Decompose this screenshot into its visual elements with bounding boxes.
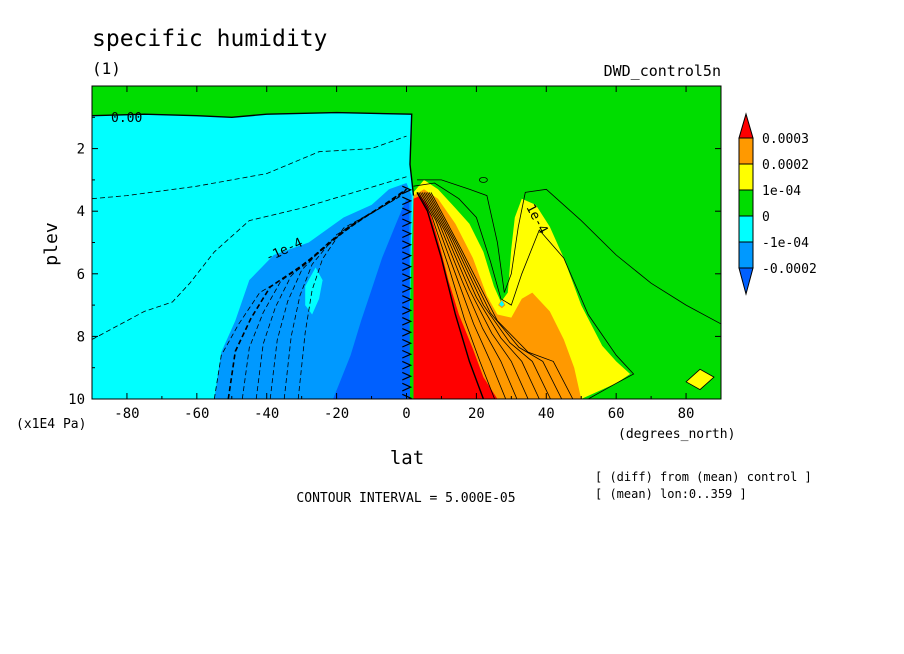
x-tick-label: 40 [538,406,555,422]
colorbar-box [738,215,754,243]
colorbar-label: -1e-04 [762,236,809,251]
colorbar-label: 0.0002 [762,158,809,173]
contour-equator [402,273,413,282]
colorbar-label: 0 [762,210,770,225]
x-tick-label: 60 [608,406,625,422]
contour-equator [402,240,413,249]
contour-equator [402,196,413,206]
colorbar-box [738,137,754,165]
contour-equator [402,382,413,392]
contour-equator [402,262,413,271]
colorbar-label: 0.0003 [762,132,809,147]
contour-zero [92,111,415,196]
experiment-name: DWD_control5n [604,62,721,80]
panel-label: (1) [92,59,121,78]
contour-positive [427,192,551,399]
x-tick-label: 80 [678,406,695,422]
x-tick-label: -20 [324,406,349,422]
chart-title: specific humidity [92,26,327,52]
contour-interval: CONTOUR INTERVAL = 5.000E-05 [296,491,515,506]
contour-positive [421,192,518,399]
colorbar-box [738,189,754,217]
colorbar-box [738,163,754,191]
colorbar-top-triangle [738,112,754,139]
contour-positive [430,192,574,399]
colorbar-label: 1e-04 [762,184,801,199]
contour-positive [420,192,507,399]
contour-positive [428,192,563,399]
contour-equator [402,349,413,359]
contour-equator [402,371,413,381]
contour-small-loop [685,368,715,391]
contour-equator [402,251,413,260]
y-axis-units: (x1E4 Pa) [16,417,86,432]
contour-positive [418,192,495,399]
y-tick-label: 6 [77,267,85,283]
y-axis-label: plev [41,222,62,265]
contour-positive-outer [413,182,635,399]
note-diff: [ (diff) from (mean) control ] [595,470,812,484]
x-axis-units: (degrees_north) [618,427,735,442]
contour-negative-outer [92,135,407,200]
colorbar-bottom-triangle [738,267,754,296]
region-strong-negative [333,198,410,399]
region-weak-negative [499,300,505,307]
contour-negative [227,188,407,399]
colorbar-label: -0.0002 [762,262,817,277]
contour-positive-outer [417,179,721,325]
x-tick-label: 20 [468,406,485,422]
contour-label-zero: 0.00 [111,111,142,126]
x-tick-label: -60 [184,406,209,422]
contour-equator [402,328,413,337]
contour-negative [297,189,407,399]
contour-positive [425,192,540,399]
x-axis-label: lat [390,447,424,469]
contour-equator [402,295,413,304]
contour-equator [402,185,413,195]
contour-equator [402,338,413,348]
contour-equator [402,393,413,399]
contour-equator [402,284,413,293]
x-tick-label: 0 [402,406,410,422]
x-tick-label: -80 [114,406,139,422]
x-tick-label: -40 [254,406,279,422]
contour-equator [402,360,413,370]
contour-equator [402,207,413,217]
contour-small-loop [478,176,488,183]
contour-positive [423,192,529,399]
contour-negative-outer [92,176,407,340]
contour-equator [402,229,413,239]
plot-area: 0.00-1e-41e-4 [92,86,721,399]
colorbar-box [738,241,754,269]
y-tick-label: 4 [77,204,85,220]
note-mean: [ (mean) lon:0..359 ] [595,487,747,501]
y-tick-label: 8 [77,329,85,345]
contour-equator [402,317,413,326]
y-tick-label: 2 [77,142,85,158]
contour-positive [416,192,485,399]
y-tick-label: 10 [68,392,85,408]
contour-equator [402,218,413,228]
region-strong-positive [413,195,498,399]
region-weak-negative [305,267,323,315]
contour-negative [269,188,407,399]
contour-equator [402,306,413,315]
